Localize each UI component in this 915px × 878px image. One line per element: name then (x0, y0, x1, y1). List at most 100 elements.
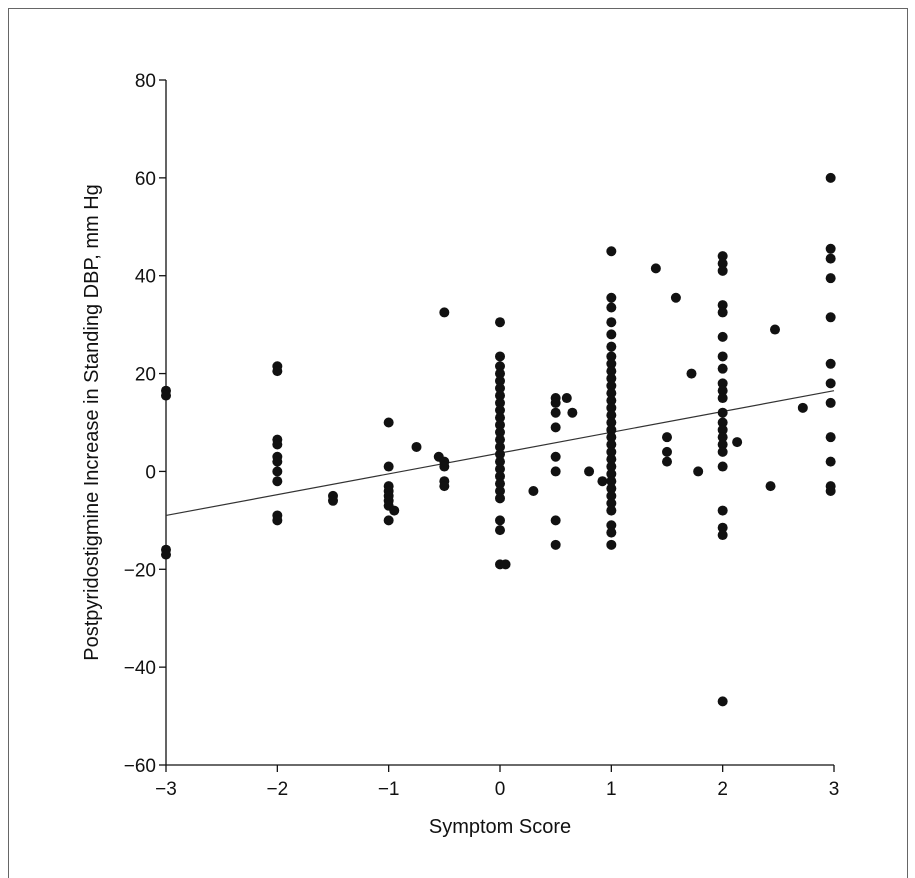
data-point (383, 515, 394, 526)
data-point (606, 351, 617, 362)
data-point (606, 366, 617, 377)
y-tick-label: 20 (135, 365, 156, 386)
y-axis-title: Postpyridostigmine Increase in Standing … (81, 184, 103, 661)
data-point (825, 378, 836, 389)
data-point (717, 258, 728, 269)
data-point (717, 417, 728, 428)
data-point (717, 300, 728, 311)
data-point (606, 317, 617, 328)
data-point (717, 522, 728, 533)
data-point (606, 358, 617, 369)
data-point (383, 417, 394, 428)
data-point (606, 302, 617, 313)
data-point (272, 439, 283, 450)
data-point (439, 461, 450, 472)
data-point (328, 495, 338, 506)
data-point (825, 243, 836, 254)
data-point (606, 483, 617, 494)
data-point (495, 515, 505, 526)
data-point (161, 549, 171, 560)
y-tick-label: −20 (124, 560, 156, 581)
data-point (606, 520, 617, 531)
data-point (495, 434, 505, 445)
data-point (717, 696, 728, 707)
data-point (662, 432, 672, 443)
data-point (662, 456, 672, 467)
data-point (717, 307, 728, 318)
data-point (584, 466, 595, 477)
data-point (797, 402, 808, 413)
data-point (825, 312, 836, 323)
data-point (825, 432, 836, 443)
y-tick-label: 60 (135, 169, 156, 190)
data-point (717, 363, 728, 374)
x-tick-label: −2 (266, 779, 288, 800)
data-point (495, 361, 505, 372)
data-point (439, 481, 450, 492)
data-point (495, 493, 505, 504)
data-point (606, 373, 617, 384)
data-point (825, 172, 836, 183)
data-point (495, 368, 505, 379)
data-point (732, 437, 743, 448)
data-point (550, 539, 561, 550)
data-point (606, 417, 617, 428)
data-point (606, 539, 617, 550)
data-point (550, 397, 561, 408)
data-point (606, 395, 617, 406)
data-point (550, 466, 561, 477)
x-tick-label: −3 (155, 779, 177, 800)
y-tick-label: −60 (124, 756, 156, 777)
data-point (693, 466, 704, 477)
data-point (606, 454, 617, 465)
data-point (717, 385, 728, 396)
data-point (717, 432, 728, 443)
data-point (717, 393, 728, 404)
data-point (439, 307, 450, 318)
data-point (717, 331, 728, 342)
data-point (765, 481, 776, 492)
data-point (495, 525, 505, 536)
data-point (597, 476, 608, 487)
data-point (662, 446, 672, 457)
data-point (825, 397, 836, 408)
data-point (717, 461, 728, 472)
data-point (495, 441, 505, 452)
data-point (550, 515, 561, 526)
data-point (606, 505, 617, 516)
data-point (272, 456, 283, 467)
data-point (606, 498, 617, 509)
data-point (389, 505, 400, 516)
data-point (495, 383, 505, 394)
data-point (495, 397, 505, 408)
data-point (670, 292, 681, 303)
data-point (606, 329, 617, 340)
data-point (495, 412, 505, 423)
data-point (606, 292, 617, 303)
data-point (606, 341, 617, 352)
data-point (495, 390, 505, 401)
data-point (550, 451, 561, 462)
data-point (606, 527, 617, 538)
data-point (825, 273, 836, 284)
data-point (500, 559, 511, 570)
data-point (717, 378, 728, 389)
data-point (825, 456, 836, 467)
data-point (495, 478, 505, 489)
data-point (717, 439, 728, 450)
data-point (495, 351, 505, 362)
data-point (606, 439, 617, 450)
y-tick-label: 0 (145, 462, 156, 483)
data-point (717, 251, 728, 262)
data-point (495, 427, 505, 438)
data-point (717, 424, 728, 435)
data-point (495, 317, 505, 328)
data-point (686, 368, 697, 379)
data-point (825, 253, 836, 264)
data-point (272, 515, 283, 526)
data-point (717, 265, 728, 276)
data-point (561, 393, 572, 404)
data-point (717, 505, 728, 516)
data-point (606, 388, 617, 399)
